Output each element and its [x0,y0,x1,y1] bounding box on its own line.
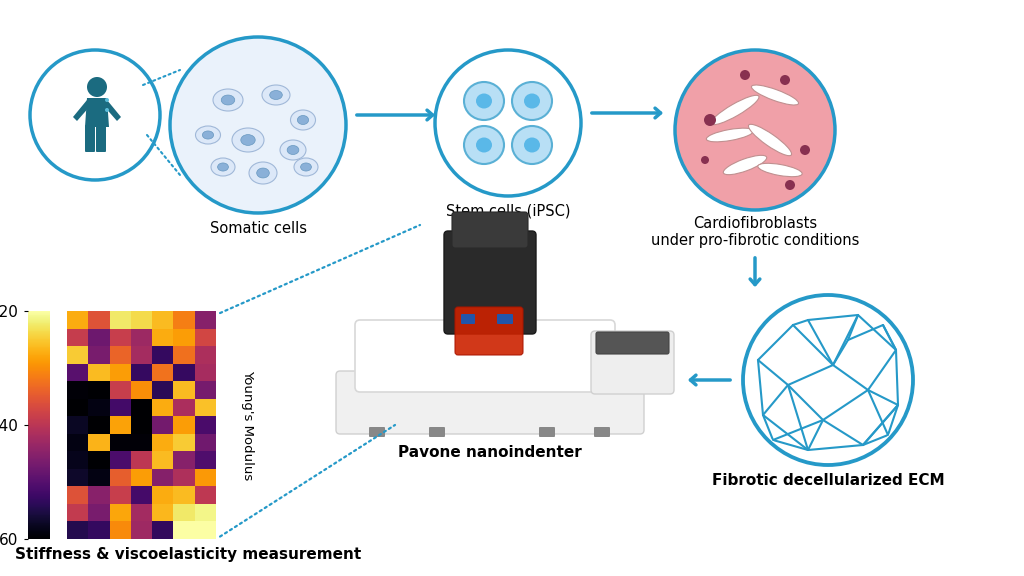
Ellipse shape [241,135,255,145]
Circle shape [105,108,109,112]
Ellipse shape [711,95,759,124]
Ellipse shape [257,168,269,178]
Text: Stiffness & viscoelasticity measurement: Stiffness & viscoelasticity measurement [15,547,361,562]
FancyBboxPatch shape [539,427,555,437]
Ellipse shape [203,131,214,139]
Polygon shape [73,100,91,121]
FancyBboxPatch shape [461,314,475,324]
Ellipse shape [211,158,234,176]
Text: Fibrotic decellularized ECM: Fibrotic decellularized ECM [712,473,944,488]
Polygon shape [85,98,109,127]
Ellipse shape [269,90,283,100]
Circle shape [740,70,750,80]
Text: Stem cells (iPSC): Stem cells (iPSC) [445,204,570,219]
Ellipse shape [752,85,799,105]
Polygon shape [103,100,121,121]
FancyBboxPatch shape [455,307,523,355]
FancyBboxPatch shape [497,314,513,324]
Circle shape [675,50,835,210]
Circle shape [435,50,581,196]
FancyBboxPatch shape [369,427,385,437]
Ellipse shape [297,116,308,124]
Circle shape [780,75,790,85]
FancyBboxPatch shape [85,125,95,152]
Text: Somatic cells: Somatic cells [210,221,306,236]
Ellipse shape [758,164,802,177]
Ellipse shape [262,85,290,105]
Ellipse shape [213,89,243,111]
Circle shape [30,50,160,180]
FancyBboxPatch shape [452,212,528,248]
Ellipse shape [232,128,264,152]
FancyBboxPatch shape [596,332,669,354]
FancyBboxPatch shape [594,427,610,437]
Ellipse shape [707,128,754,142]
Ellipse shape [221,95,234,105]
Circle shape [170,37,346,213]
Ellipse shape [524,93,540,108]
Ellipse shape [196,126,220,144]
Ellipse shape [217,163,228,171]
Ellipse shape [464,126,504,164]
FancyBboxPatch shape [591,331,674,394]
Ellipse shape [512,82,552,120]
Ellipse shape [476,138,492,153]
FancyBboxPatch shape [96,125,106,152]
Ellipse shape [749,124,792,156]
Ellipse shape [512,126,552,164]
Ellipse shape [723,156,767,175]
Circle shape [785,180,795,190]
FancyBboxPatch shape [336,371,644,434]
FancyBboxPatch shape [429,427,445,437]
Circle shape [743,295,913,465]
FancyBboxPatch shape [355,320,615,392]
Circle shape [701,156,709,164]
Circle shape [87,77,106,97]
Ellipse shape [249,162,278,184]
Text: Pavone nanoindenter: Pavone nanoindenter [398,445,582,460]
FancyBboxPatch shape [444,231,536,334]
Text: Young's Modulus: Young's Modulus [242,370,254,480]
Circle shape [705,114,716,126]
Ellipse shape [287,146,299,154]
Ellipse shape [291,110,315,130]
Ellipse shape [464,82,504,120]
Ellipse shape [301,163,311,171]
Circle shape [800,145,810,155]
Text: Cardiofibroblasts
under pro-fibrotic conditions: Cardiofibroblasts under pro-fibrotic con… [651,216,859,248]
Ellipse shape [476,93,492,108]
Ellipse shape [280,140,306,160]
Ellipse shape [524,138,540,153]
Circle shape [105,98,109,102]
Ellipse shape [294,158,318,176]
